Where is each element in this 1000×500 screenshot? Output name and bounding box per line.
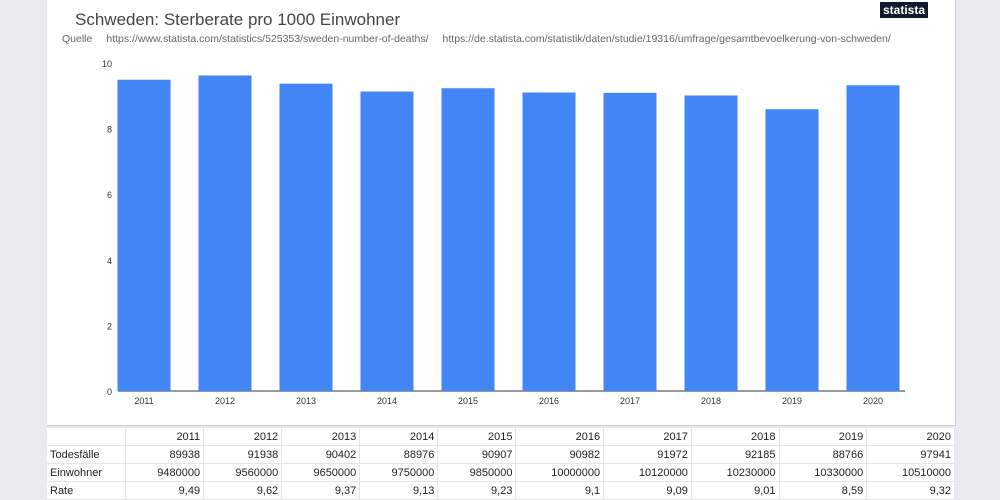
- bar: [360, 91, 414, 391]
- table-cell: 10230000: [691, 463, 780, 482]
- table-cell: 2013: [281, 428, 361, 446]
- table-cell: 88976: [359, 445, 439, 464]
- table-row: Rate 9,49 9,62 9,37 9,13 9,23 9,1 9,09 9,01 8,59 9…: [47, 481, 955, 500]
- x-tick-label: 2012: [215, 396, 235, 406]
- table-cell: 90982: [515, 445, 605, 464]
- table-cell: Todesfälle: [47, 445, 126, 464]
- table-cell: 9480000: [125, 463, 205, 482]
- table-cell: 9,13: [359, 481, 439, 500]
- source-label: Quelle: [62, 33, 93, 45]
- table-cell: 2019: [779, 428, 868, 446]
- table-cell: 9,49: [125, 481, 205, 500]
- bar: [684, 95, 738, 392]
- bar: [765, 109, 819, 392]
- y-tick-label: 2: [107, 321, 112, 331]
- x-tick-label: 2018: [701, 396, 721, 406]
- x-tick-label: 2016: [539, 396, 559, 406]
- table-cell: 10120000: [603, 463, 692, 482]
- table-cell: Rate: [47, 481, 126, 500]
- y-tick-label: 4: [107, 256, 112, 266]
- table-cell: 2015: [437, 428, 517, 446]
- bar: [279, 83, 333, 391]
- table-cell: 9,1: [515, 481, 605, 500]
- table-cell: [47, 428, 126, 446]
- table-cell: 9,23: [437, 481, 517, 500]
- table-cell: 9,37: [281, 481, 361, 500]
- table-cell: 10000000: [515, 463, 605, 482]
- x-tick-label: 2020: [863, 396, 883, 406]
- table-cell: 97941: [866, 445, 955, 464]
- table-cell: 8,59: [779, 481, 868, 500]
- x-tick-label: 2017: [620, 396, 640, 406]
- table-cell: 9650000: [281, 463, 361, 482]
- statista-logo: statista: [880, 2, 929, 18]
- x-tick-label: 2011: [134, 396, 153, 406]
- table-cell: 2012: [203, 428, 283, 446]
- table-cell: 9850000: [437, 463, 517, 482]
- table-cell: 2016: [515, 428, 605, 446]
- bar: [441, 88, 495, 392]
- table-cell: 90907: [437, 445, 517, 464]
- table-cell: 88766: [779, 445, 868, 464]
- table-cell: 9560000: [203, 463, 283, 482]
- x-tick-label: 2014: [377, 396, 397, 406]
- bar: [198, 75, 252, 392]
- table-row: Einwohner 9480000 9560000 9650000 9750000 985…: [47, 463, 955, 482]
- table-cell: 91938: [203, 445, 283, 464]
- source-line: Quelle https://www.statista.com/statistic…: [62, 33, 905, 45]
- bar: [117, 79, 171, 391]
- table-cell: 9,62: [203, 481, 283, 500]
- table-cell: 10510000: [866, 463, 955, 482]
- table-cell: 90402: [281, 445, 361, 464]
- table-cell: 2018: [691, 428, 780, 446]
- x-tick-label: 2015: [458, 396, 478, 406]
- table-cell: 2017: [603, 428, 692, 446]
- table-cell: 89938: [125, 445, 205, 464]
- table-cell: 2020: [866, 428, 955, 446]
- table-cell: 9,32: [866, 481, 955, 500]
- x-tick-label: 2013: [296, 396, 316, 406]
- data-table: 2011 2012 2013 2014 2015 2016 2017 2018 2019 2020…: [47, 428, 955, 500]
- table-cell: 92185: [691, 445, 780, 464]
- table-cell: 91972: [603, 445, 692, 464]
- bar: [846, 85, 900, 391]
- table-cell: 2011: [125, 428, 205, 446]
- y-tick-label: 10: [102, 59, 112, 69]
- table-cell: 9,09: [603, 481, 692, 500]
- table-cell: Einwohner: [47, 463, 126, 482]
- table-cell: 2014: [359, 428, 439, 446]
- source-link-2[interactable]: https://de.statista.com/statistik/daten/…: [442, 33, 891, 45]
- y-tick-label: 0: [107, 387, 112, 397]
- table-header-row: 2011 2012 2013 2014 2015 2016 2017 2018 2019 2020: [47, 428, 955, 446]
- source-link-1[interactable]: https://www.statista.com/statistics/5253…: [106, 33, 429, 45]
- table-row: Todesfälle 89938 91938 90402 88976 90907 90982…: [47, 445, 955, 464]
- chart-title: Schweden: Sterberate pro 1000 Einwohner: [75, 10, 401, 29]
- y-tick-label: 8: [107, 125, 112, 135]
- table-cell: 10330000: [779, 463, 868, 482]
- x-tick-label: 2019: [782, 396, 802, 406]
- y-tick-label: 6: [107, 190, 112, 200]
- table-cell: 9,01: [691, 481, 780, 500]
- table-cell: 9750000: [359, 463, 439, 482]
- bar: [603, 92, 657, 392]
- bar-chart: 0 2 4 6 8 10 2011 2012 2013 2014 2015 2016 2017 2018 2…: [102, 59, 905, 406]
- bar: [522, 92, 576, 392]
